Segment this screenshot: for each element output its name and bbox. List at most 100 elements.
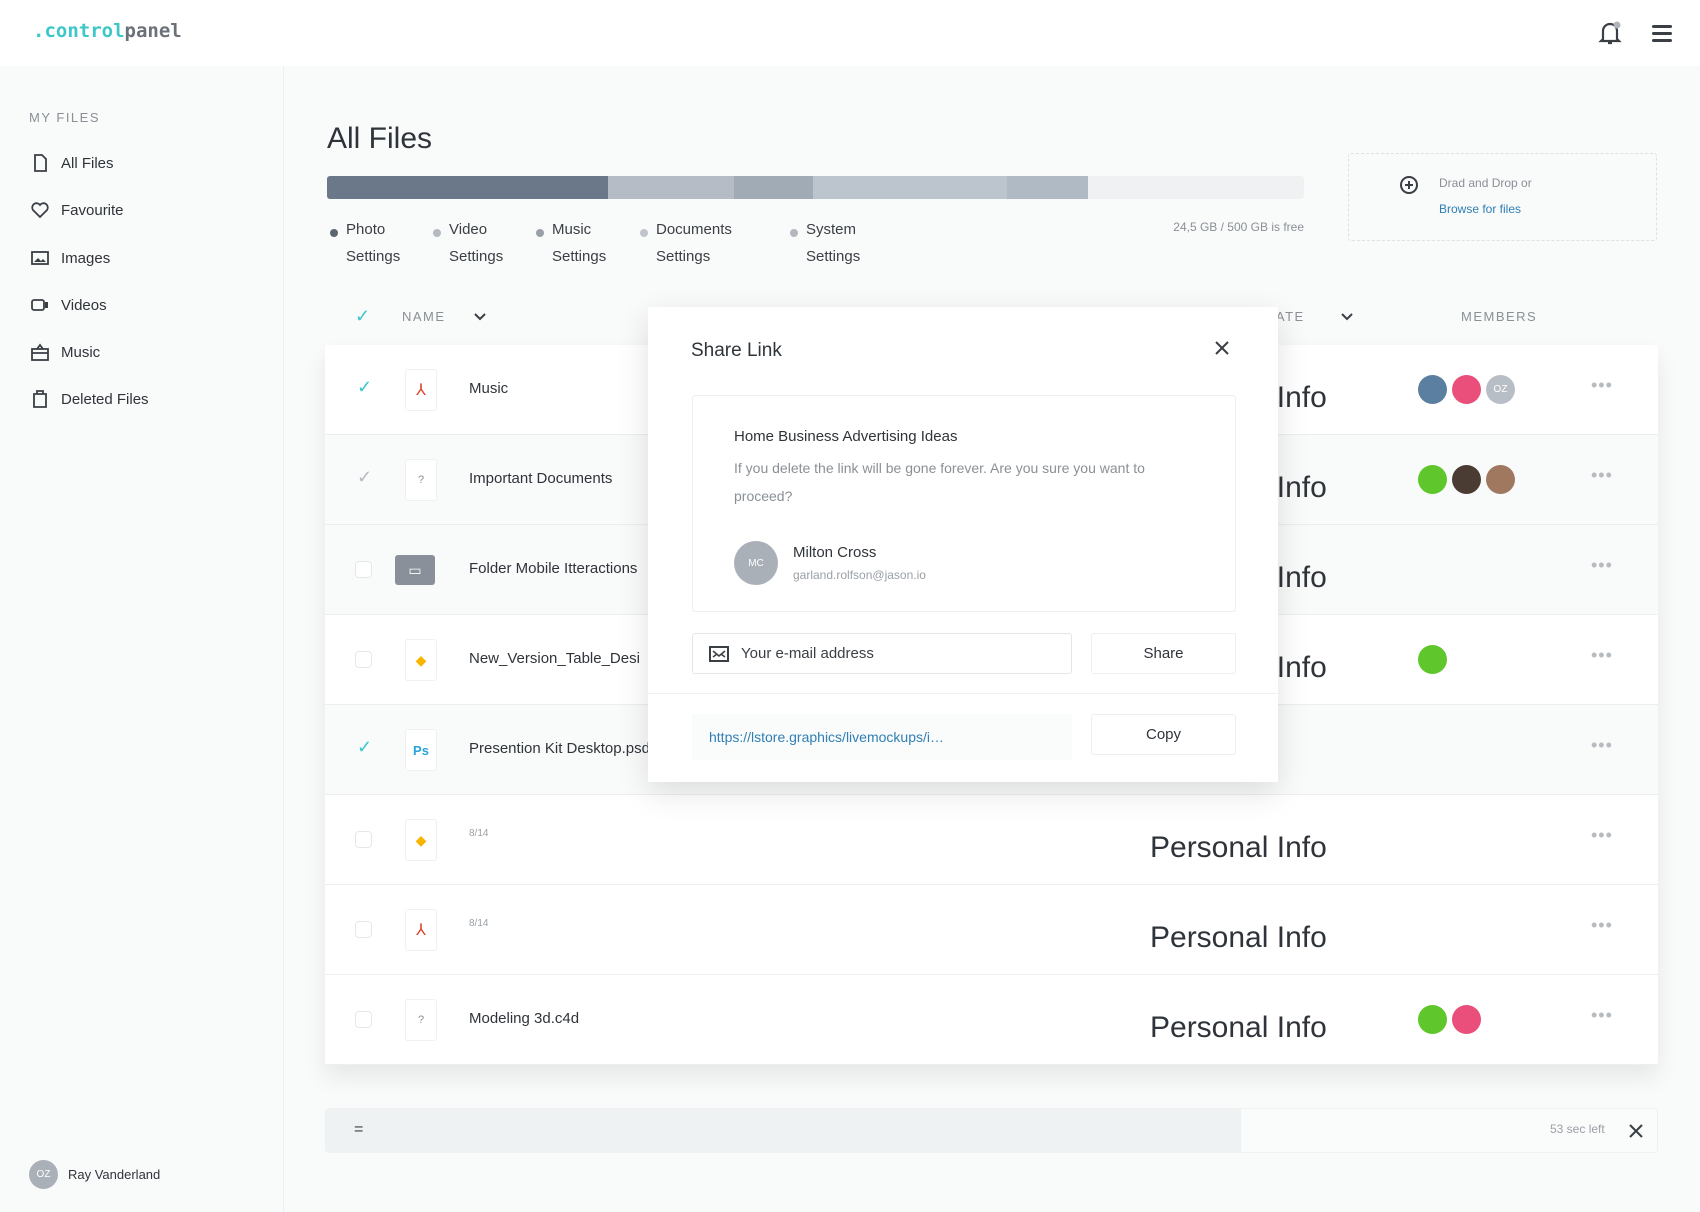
progress-fill [326,1109,1241,1152]
chevron-down-icon[interactable] [473,312,487,322]
table-row[interactable]: ⅄ 8/14 Personal Info ••• [325,885,1658,975]
storage-segment-system [1006,176,1089,199]
plus-circle-icon [1400,176,1418,194]
file-name[interactable]: Modeling 3d.c4d [469,1010,580,1027]
sidebar-item-images[interactable]: Images [30,246,110,270]
sketch-icon: ◆ [405,639,437,681]
pdf-icon: ⅄ [405,369,437,411]
upload-text: Drad and Drop or [1439,176,1532,190]
close-icon[interactable] [1628,1123,1644,1139]
member-avatar[interactable] [1486,465,1515,494]
logo[interactable]: .controlpanel [33,20,182,42]
more-options-icon[interactable]: ••• [1591,735,1613,755]
unknown-file-icon: ? [405,999,437,1041]
chevron-down-icon[interactable] [1340,312,1354,322]
drag-handle[interactable]: = [354,1121,364,1138]
sidebar-section-title: MY FILES [29,110,101,125]
close-icon[interactable] [1215,341,1229,355]
folder-icon: ▭ [395,555,435,585]
row-checkbox[interactable] [355,921,372,938]
member-avatar[interactable] [1418,465,1447,494]
more-options-icon[interactable]: ••• [1591,465,1613,485]
members-list [1418,465,1515,494]
sidebar [0,66,284,1212]
file-name[interactable]: Folder Mobile Itteractions [469,560,638,577]
upload-progress-bar: = 53 sec left [325,1108,1658,1153]
file-name[interactable]: Music [469,380,509,397]
more-options-icon[interactable]: ••• [1591,1005,1613,1025]
row-checkbox-checked[interactable]: ✓ [357,467,373,487]
file-icon [34,154,47,172]
member-avatar[interactable] [1452,375,1481,404]
file-name[interactable]: Important Documents [469,470,613,487]
table-row[interactable]: ◆ 8/14 Personal Info ••• [325,795,1658,885]
members-list [1418,645,1447,674]
legend-dot [536,229,544,237]
sidebar-item-all-files[interactable]: All Files [30,151,114,175]
bell-icon[interactable] [1598,20,1622,46]
share-button[interactable]: Share [1091,633,1236,674]
share-link[interactable]: https://lstore.graphics/livemockups/i… [692,714,1072,760]
row-checkbox-checked[interactable]: ✓ [357,377,373,397]
copy-button[interactable]: Copy [1091,714,1236,755]
member-avatar[interactable] [1418,1005,1447,1034]
legend-dot [330,229,338,237]
sidebar-item-deleted-files[interactable]: Deleted Files [30,387,149,411]
member-avatar[interactable] [1452,465,1481,494]
legend-item-video[interactable]: Video Settings [433,216,503,270]
heart-icon [31,202,49,219]
mail-icon [709,645,729,662]
more-options-icon[interactable]: ••• [1591,825,1613,845]
storage-segment-documents [812,176,1007,199]
member-avatar[interactable] [1418,375,1447,404]
row-checkbox[interactable] [355,831,372,848]
more-options-icon[interactable]: ••• [1591,645,1613,665]
file-name[interactable]: Presention Kit Desktop.psd [469,740,650,757]
legend-dot [640,229,648,237]
member-avatar[interactable] [1452,1005,1481,1034]
more-options-icon[interactable]: ••• [1591,915,1613,935]
email-input[interactable]: Your e-mail address [692,633,1072,674]
file-date: 8/14 [469,918,489,929]
file-name[interactable]: New_Version_Table_Desi [469,650,640,667]
user-email: garland.rolfson@jason.io [793,568,926,582]
time-left: 53 sec left [1550,1122,1605,1136]
row-checkbox-checked[interactable]: ✓ [357,737,373,757]
column-name[interactable]: NAME [402,309,446,324]
row-checkbox[interactable] [355,561,372,578]
menu-icon[interactable] [1652,24,1672,42]
select-all-checkbox[interactable]: ✓ [355,306,372,326]
file-info: Personal Info [1150,921,1327,954]
row-checkbox[interactable] [355,1011,372,1028]
upload-dropzone[interactable]: Drad and Drop or Browse for files [1348,153,1657,241]
legend-item-photo[interactable]: Photo Settings [330,216,400,270]
row-checkbox[interactable] [355,651,372,668]
more-options-icon[interactable]: ••• [1591,375,1613,395]
storage-segment-photo [327,176,609,199]
user-name: Milton Cross [793,544,877,561]
members-list [1418,1005,1481,1034]
legend-item-music[interactable]: Music Settings [536,216,606,270]
browse-link[interactable]: Browse for files [1439,202,1522,216]
storage-segment-video [608,176,735,199]
legend-item-documents[interactable]: Documents Settings [640,216,732,270]
legend-dot [433,229,441,237]
sidebar-item-favourite[interactable]: Favourite [30,198,124,222]
user-profile[interactable]: OZ Ray Vanderland [29,1160,160,1189]
file-info: Personal Info [1150,831,1327,864]
file-info: Personal Info [1150,1011,1327,1044]
file-date: 8/14 [469,828,489,839]
legend-item-system[interactable]: System Settings [790,216,860,270]
member-avatar[interactable] [1418,645,1447,674]
files-table: ✓ ⅄ Music Personal Info OZ ••• ✓? Important Doc… [325,345,1658,1065]
avatar: OZ [29,1160,58,1189]
sidebar-item-music[interactable]: Music [30,340,100,364]
table-row[interactable]: ? Modeling 3d.c4d Personal Info ••• [325,975,1658,1065]
sidebar-item-videos[interactable]: Videos [30,293,107,317]
card-text: If you delete the link will be gone fore… [734,460,1145,504]
video-icon [31,299,48,311]
link-card: Home Business Advertising Ideas If you d… [692,395,1236,612]
more-options-icon[interactable]: ••• [1591,555,1613,575]
member-avatar[interactable]: OZ [1486,375,1515,404]
user-name: Ray Vanderland [68,1167,161,1182]
